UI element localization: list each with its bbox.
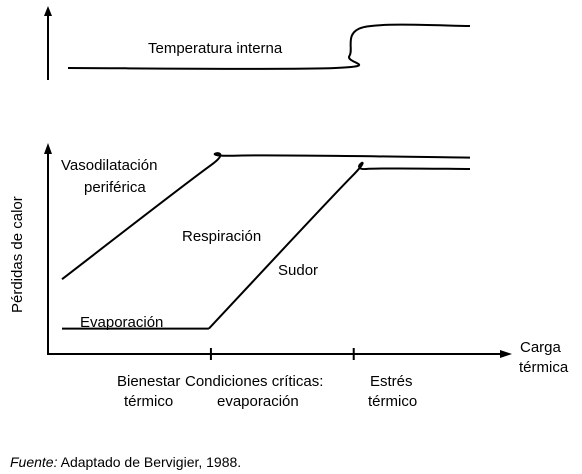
y-axis-arrow xyxy=(44,143,52,154)
series-vasodilatacion xyxy=(61,152,471,280)
series-sudor xyxy=(208,161,471,330)
top-y-axis-arrow xyxy=(44,6,52,16)
label-temperatura-interna: Temperatura interna xyxy=(148,40,283,57)
label-periferica: periférica xyxy=(84,179,146,196)
label-vasodilatacion: Vasodilatación xyxy=(61,157,157,174)
x-axis-label-line2: térmica xyxy=(519,359,569,376)
zone-bienestar-line1: Bienestar xyxy=(117,373,180,390)
zone-estres-line1: Estrés xyxy=(370,373,413,390)
label-respiracion: Respiración xyxy=(182,228,261,245)
source-prefix: Fuente: xyxy=(10,454,58,470)
label-sudor: Sudor xyxy=(278,262,318,279)
zone-bienestar-line2: térmico xyxy=(124,393,173,410)
x-axis-arrow xyxy=(500,350,512,358)
x-axis-label-line1: Carga xyxy=(520,339,562,356)
source-text: Adaptado de Bervigier, 1988. xyxy=(57,454,241,470)
series-temperatura-interna xyxy=(67,23,471,70)
label-evaporacion: Evaporación xyxy=(80,314,163,331)
zone-criticas-line1: Condiciones críticas: xyxy=(185,373,323,390)
zone-criticas-line2: evaporación xyxy=(217,393,299,410)
y-axis-label: Pérdidas de calor xyxy=(9,196,26,313)
source-note: Fuente: Adaptado de Bervigier, 1988. xyxy=(10,454,241,470)
zone-estres-line2: térmico xyxy=(368,393,417,410)
